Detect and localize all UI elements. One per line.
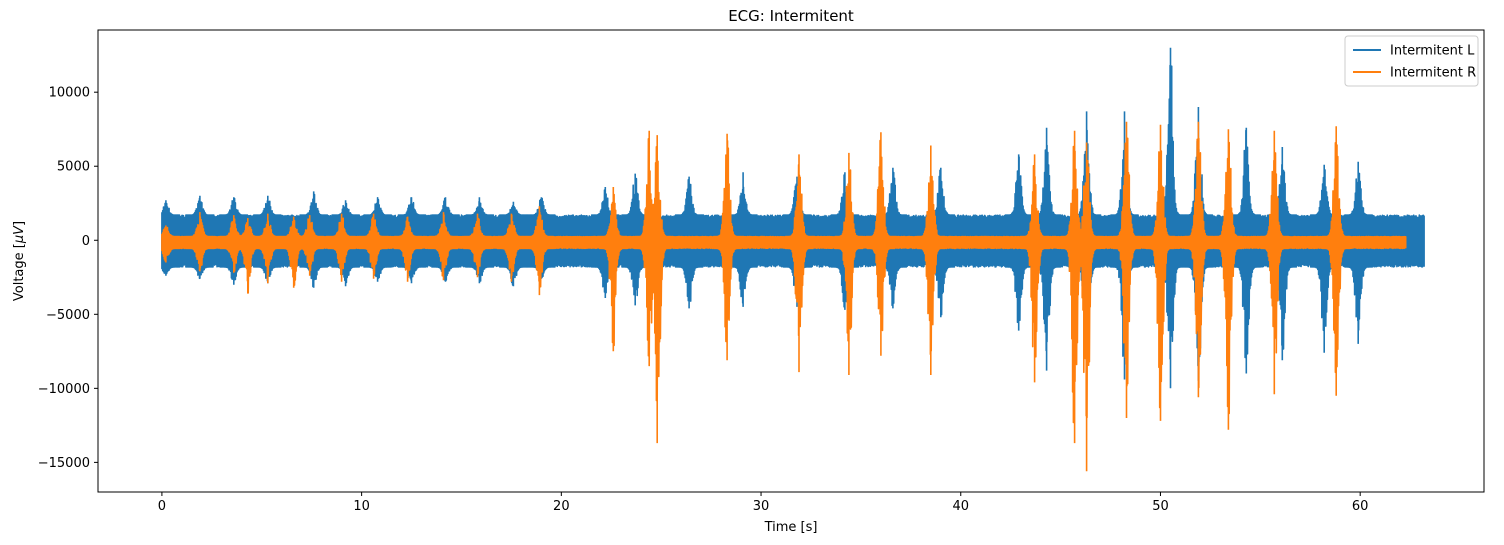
y-axis-label-prefix: Voltage [	[12, 243, 27, 301]
y-tick-label: −5000	[46, 308, 90, 323]
x-tick-label: 50	[1152, 499, 1169, 514]
x-tick-label: 0	[158, 499, 166, 514]
y-tick-label: −10000	[38, 382, 90, 397]
legend: Intermitent L Intermitent R	[1344, 35, 1479, 87]
y-tick-label: 0	[82, 234, 90, 249]
y-axis: 10000 5000 0 −5000 −10000 −15000	[38, 86, 98, 471]
y-tick-label: 5000	[57, 160, 90, 175]
y-axis-label-unit: μV	[12, 225, 27, 244]
x-tick-label: 20	[553, 499, 570, 514]
chart-title: ECG: Intermitent	[728, 7, 854, 25]
x-tick-label: 60	[1352, 499, 1369, 514]
legend-box	[1344, 35, 1479, 87]
y-tick-label: −15000	[38, 456, 90, 471]
plot-frame	[97, 29, 1485, 493]
x-axis: 0 10 20 30 40 50 60	[158, 492, 1369, 514]
y-axis-label-suffix: ]	[12, 221, 27, 226]
x-axis-label: Time [s]	[764, 520, 818, 535]
x-tick-label: 10	[353, 499, 370, 514]
series-line-intermitent-r	[161, 121, 1407, 472]
series-layer	[161, 47, 1425, 472]
y-tick-label: 10000	[49, 86, 90, 101]
x-tick-label: 40	[952, 499, 969, 514]
x-tick-label: 30	[753, 499, 770, 514]
legend-label: Intermitent R	[1390, 66, 1476, 81]
legend-label: Intermitent L	[1390, 44, 1475, 59]
y-axis-label: Voltage [μV]	[12, 221, 27, 301]
